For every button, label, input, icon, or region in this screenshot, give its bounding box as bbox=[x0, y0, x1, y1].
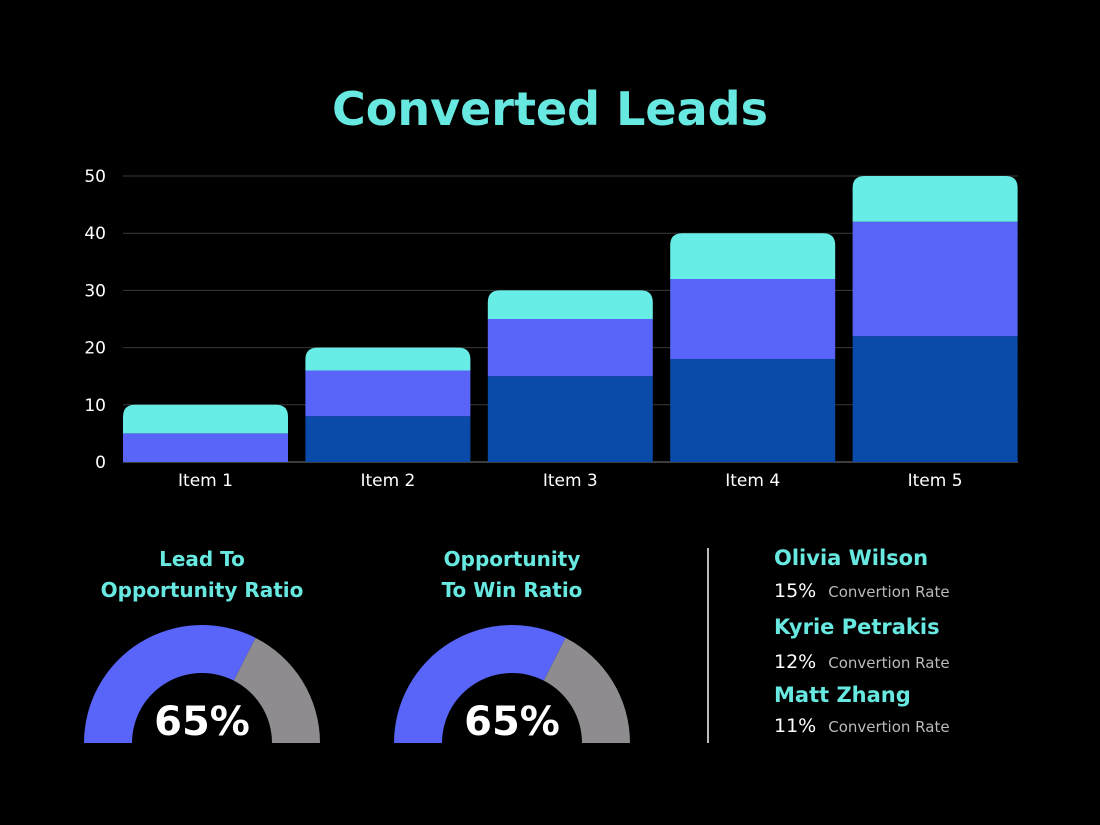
gauge-1-title-line2: Opportunity Ratio bbox=[100, 578, 304, 602]
gauge-1-half-donut: 65% bbox=[84, 625, 320, 744]
person-name: Olivia Wilson bbox=[774, 546, 929, 570]
chart-title: Converted Leads bbox=[332, 82, 768, 136]
person-rate: 15% bbox=[774, 580, 817, 602]
bar-segment bbox=[670, 278, 836, 360]
bar-segment bbox=[305, 347, 471, 371]
divider bbox=[707, 548, 709, 743]
gauge-remaining-arc bbox=[233, 637, 320, 743]
bar-segment bbox=[670, 233, 836, 279]
y-tick-label: 0 bbox=[95, 453, 106, 473]
bar-segment bbox=[123, 404, 288, 434]
person-rate-label: Convertion Rate bbox=[828, 718, 950, 736]
bar-segment bbox=[123, 433, 288, 462]
gauge-2-title-line1: Opportunity bbox=[443, 547, 581, 571]
gauge-value: 65% bbox=[154, 699, 250, 744]
y-tick-label: 40 bbox=[84, 224, 106, 244]
person-rate: 12% bbox=[774, 651, 817, 673]
stacked-bar-chart: 0 10 20 30 40 50 Item 1 Item 2 Item 3 Item 4 Item … bbox=[84, 167, 1018, 491]
gauge-remaining-arc bbox=[543, 637, 630, 743]
person-3: Matt Zhang 11% Convertion Rate bbox=[774, 683, 950, 737]
person-2: Kyrie Petrakis 12% Convertion Rate bbox=[774, 615, 950, 673]
person-rate-label: Convertion Rate bbox=[828, 654, 950, 672]
x-tick-label: Item 3 bbox=[543, 471, 598, 491]
y-tick-label: 50 bbox=[84, 167, 106, 187]
gauge-1-title-line1: Lead To bbox=[159, 547, 245, 571]
y-tick-label: 20 bbox=[84, 339, 106, 359]
gauge-fill-arc bbox=[84, 625, 256, 743]
bar-segment bbox=[852, 336, 1018, 462]
y-tick-label: 10 bbox=[84, 396, 106, 416]
bar-segment bbox=[487, 290, 653, 319]
person-rate: 11% bbox=[774, 715, 817, 737]
x-tick-label: Item 2 bbox=[360, 471, 415, 491]
person-1: Olivia Wilson 15% Convertion Rate bbox=[774, 546, 950, 602]
person-rate-label: Convertion Rate bbox=[828, 583, 950, 601]
bar-segment bbox=[852, 221, 1018, 337]
bar-segment bbox=[852, 176, 1018, 222]
gauge-2-title: Opportunity To Win Ratio bbox=[382, 544, 642, 606]
person-name: Matt Zhang bbox=[774, 683, 911, 707]
x-tick-label: Item 4 bbox=[725, 471, 780, 491]
bar-segment bbox=[487, 376, 653, 462]
person-name: Kyrie Petrakis bbox=[774, 615, 940, 639]
bar-segment bbox=[305, 370, 471, 417]
bar-segment bbox=[305, 416, 471, 462]
gauge-fill-arc bbox=[394, 625, 566, 743]
gauge-1-title: Lead To Opportunity Ratio bbox=[72, 544, 332, 606]
gauge-2-half-donut: 65% bbox=[394, 625, 630, 744]
bar-segment bbox=[487, 319, 653, 377]
x-tick-label: Item 5 bbox=[908, 471, 963, 491]
gauge-2-title-line2: To Win Ratio bbox=[441, 578, 583, 602]
bar-segment bbox=[670, 359, 836, 462]
gauge-value: 65% bbox=[464, 699, 560, 744]
x-tick-label: Item 1 bbox=[178, 471, 233, 491]
y-tick-label: 30 bbox=[84, 281, 106, 301]
